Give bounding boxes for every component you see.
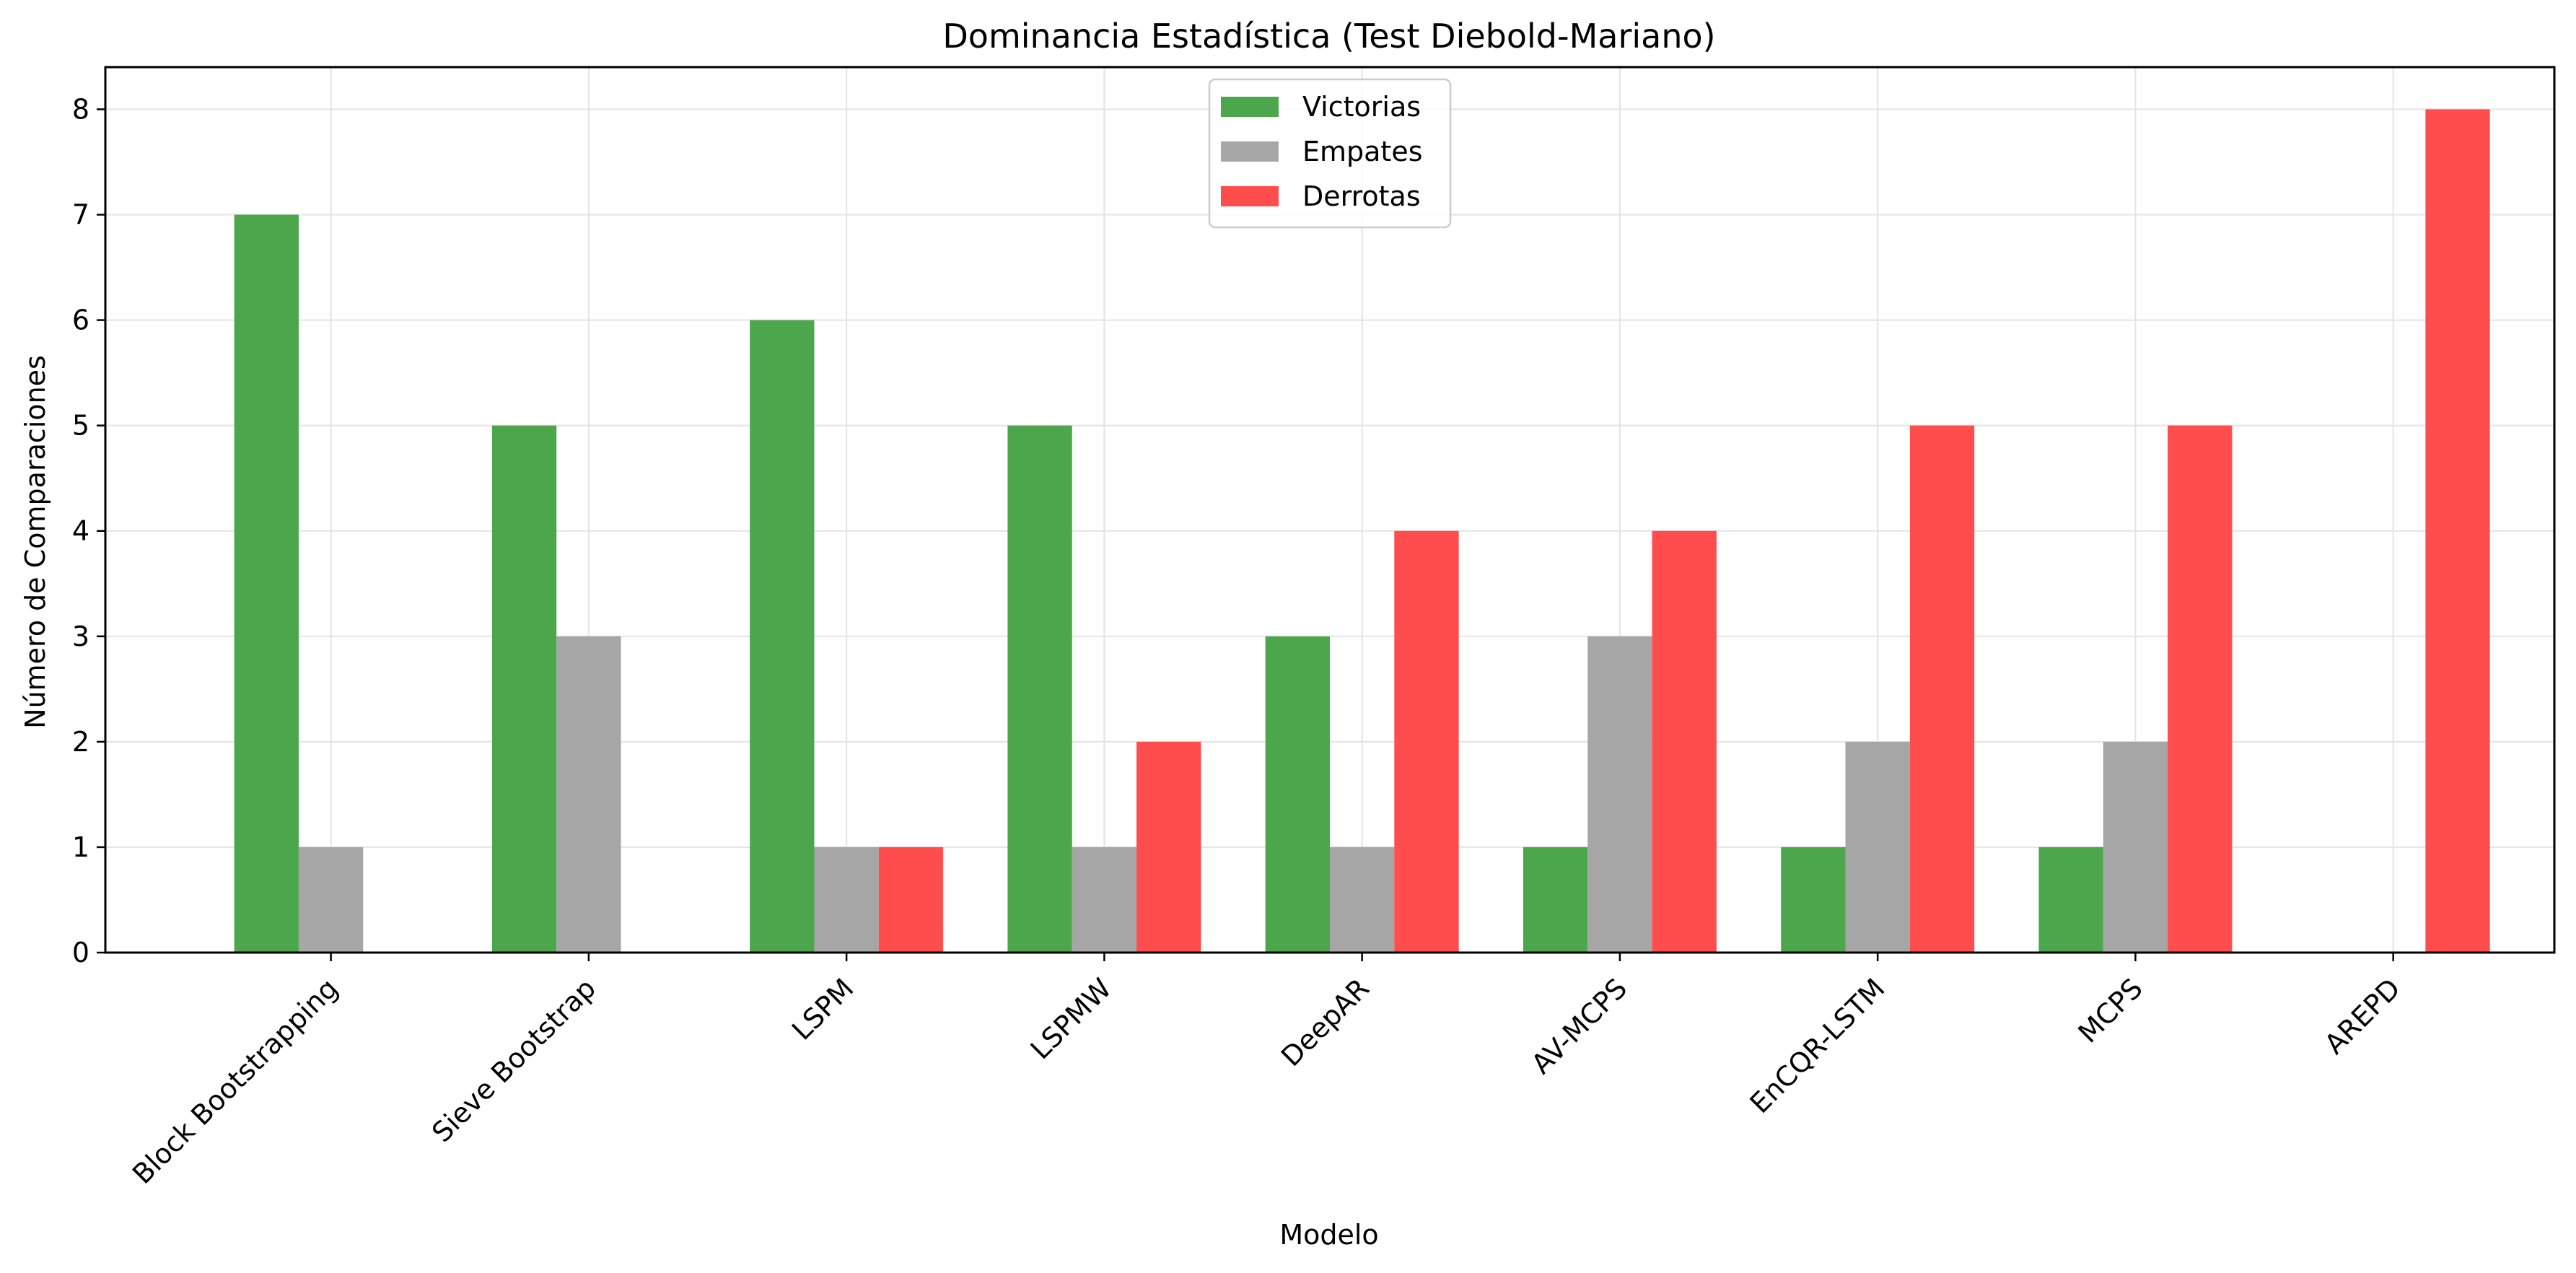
bar-victorias — [750, 320, 815, 953]
bar-empates — [814, 847, 879, 953]
bar-empates — [1072, 847, 1137, 953]
y-axis-label: Número de Comparaciones — [19, 355, 51, 729]
legend-swatch — [1221, 97, 1279, 117]
y-tick-label: 2 — [72, 726, 89, 758]
legend-swatch — [1221, 186, 1279, 206]
bar-victorias — [491, 425, 557, 953]
legend: Victorias Empates Derrotas — [1208, 78, 1452, 229]
bar-derrotas — [878, 847, 944, 953]
bar-empates — [2103, 741, 2168, 953]
bar-derrotas — [1909, 425, 1975, 953]
bar-empates — [298, 847, 364, 953]
y-tick-label: 8 — [72, 93, 89, 125]
bar-derrotas — [2425, 109, 2490, 953]
bar-empates — [1845, 741, 1910, 953]
bar-victorias — [1265, 636, 1330, 953]
y-tick-label: 0 — [72, 937, 89, 968]
bar-empates — [1587, 636, 1652, 953]
legend-swatch — [1221, 141, 1279, 162]
bar-victorias — [1781, 847, 1846, 953]
y-tick-label: 4 — [72, 515, 89, 547]
bar-derrotas — [1652, 530, 1717, 953]
legend-label: Victorias — [1302, 91, 1421, 123]
bar-derrotas — [2168, 425, 2233, 953]
legend-label: Derrotas — [1302, 180, 1421, 212]
bar-victorias — [2038, 847, 2103, 953]
x-axis-label: Modelo — [1279, 1219, 1378, 1251]
bar-empates — [1330, 847, 1395, 953]
bar-derrotas — [1136, 741, 1201, 953]
bar-victorias — [1523, 847, 1588, 953]
bar-derrotas — [1394, 530, 1459, 953]
y-tick-label: 5 — [72, 410, 89, 442]
bar-victorias — [1007, 425, 1072, 953]
y-tick-label: 1 — [72, 831, 89, 863]
bar-empates — [556, 636, 621, 953]
y-tick-label: 6 — [72, 305, 89, 336]
legend-label: Empates — [1302, 136, 1423, 167]
bars — [234, 109, 2490, 953]
y-tick-label: 7 — [72, 199, 89, 231]
y-tick-label: 3 — [72, 621, 89, 652]
chart-title: Dominancia Estadística (Test Diebold-Mar… — [942, 17, 1715, 56]
plot-frame — [104, 66, 2556, 954]
bar-victorias — [234, 214, 299, 953]
